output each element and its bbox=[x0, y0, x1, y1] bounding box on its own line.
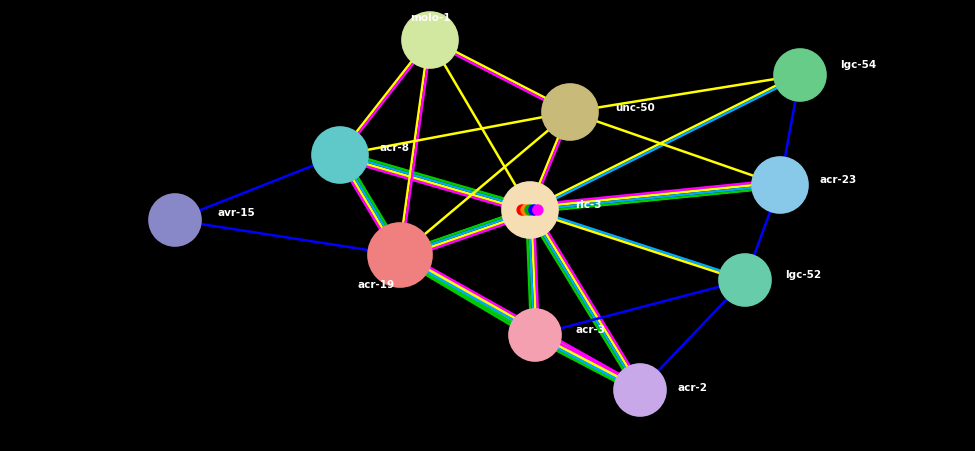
Circle shape bbox=[542, 84, 598, 140]
Circle shape bbox=[517, 205, 527, 215]
Circle shape bbox=[368, 223, 432, 287]
Circle shape bbox=[502, 182, 558, 238]
Text: lgc-52: lgc-52 bbox=[785, 270, 821, 280]
Circle shape bbox=[614, 364, 666, 416]
Text: molo-1: molo-1 bbox=[410, 13, 450, 23]
Text: acr-2: acr-2 bbox=[678, 383, 708, 393]
Circle shape bbox=[774, 49, 826, 101]
Text: acr-23: acr-23 bbox=[820, 175, 857, 185]
Text: lgc-54: lgc-54 bbox=[840, 60, 877, 70]
Text: avr-15: avr-15 bbox=[218, 208, 255, 218]
Text: acr-8: acr-8 bbox=[380, 143, 410, 153]
Circle shape bbox=[525, 205, 535, 215]
Circle shape bbox=[532, 205, 543, 215]
Text: unc-50: unc-50 bbox=[615, 103, 655, 113]
Text: acr-3: acr-3 bbox=[575, 325, 605, 335]
Text: acr-19: acr-19 bbox=[358, 280, 395, 290]
Circle shape bbox=[149, 194, 201, 246]
Circle shape bbox=[719, 254, 771, 306]
Text: ric-3: ric-3 bbox=[575, 200, 602, 210]
Circle shape bbox=[312, 127, 368, 183]
Circle shape bbox=[752, 157, 808, 213]
Circle shape bbox=[528, 205, 539, 215]
Circle shape bbox=[402, 12, 458, 68]
Circle shape bbox=[521, 205, 531, 215]
Circle shape bbox=[509, 309, 561, 361]
